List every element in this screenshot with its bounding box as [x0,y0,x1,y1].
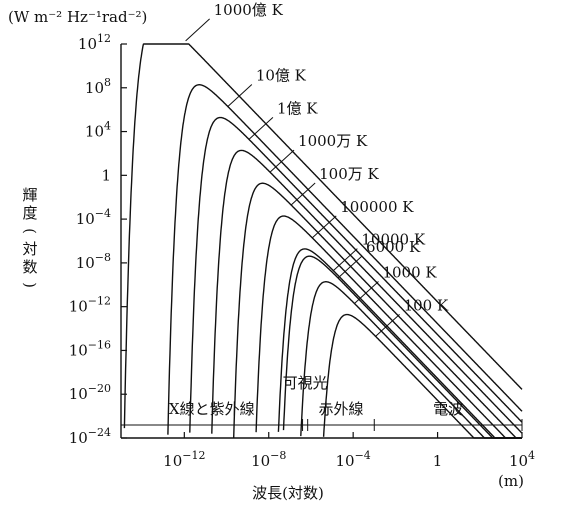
y-axis-title: 輝度 ( 対数) [21,186,39,288]
curve-leader [333,248,358,272]
curve-5 [255,215,522,439]
y-unit-label: (W m⁻² Hz⁻¹rad⁻²) [8,8,147,26]
curves [123,43,523,439]
y-tick-label: 1 [101,166,111,184]
x-tick-label: 10−8 [251,449,286,470]
curve-9 [322,313,522,439]
y-tick-label: 104 [85,120,111,141]
curve-leader [185,18,210,42]
y-tick-label: 10−4 [76,207,111,228]
y-tick-label: 10−24 [69,426,111,447]
curve-leader [337,255,363,279]
curve-6 [277,248,522,439]
curve-label: 1000億 K [214,1,284,19]
curve-leader [248,116,274,140]
y-axis-title-char: 度 [22,204,37,222]
curve-leader [290,182,316,206]
x-tick-label: 10−4 [336,449,371,470]
y-tick-label: 10−20 [69,382,111,403]
y-tick-label: 10−8 [76,251,111,272]
y-tick-label: 10−16 [69,338,111,359]
x-axis-title: 波長(対数) [252,484,324,502]
x-tick-label: 104 [509,449,535,470]
curve-7 [282,255,522,439]
curve-4 [233,182,522,439]
curve-label: 1000万 K [298,132,368,150]
y-axis-title-char: ( [21,228,39,234]
x-tick-label: 1 [433,452,443,470]
curve-labels: 1000億 K 10億 K 1億 K 1000万 K 100万 K 100000 K 100… [185,1,449,337]
y-axis-title-char: 数 [22,258,37,276]
y-tick-label: 1012 [78,32,111,53]
band-label: 電波 [433,400,463,418]
y-axis-title-char: ) [21,282,39,288]
y-axis-title-char: 輝 [22,186,37,204]
curve-label: 1億 K [277,99,318,117]
x-ticks: 10−12 10−8 10−4 1 104 [163,432,535,470]
band-label: 可視光 [283,374,328,392]
curve-leader [311,215,337,239]
curve-leader [375,313,400,337]
y-axis-title-char: 対 [22,240,37,258]
plot-frame [120,44,522,439]
curve-1 [167,84,523,435]
curve-leader [354,281,379,304]
curve-leader [269,149,295,173]
y-ticks: 1012 108 104 1 10−4 10−8 10−12 10−16 10−20 10−24 [69,32,127,447]
curve-label: 100万 K [319,165,379,183]
curve-label: 1000 K [382,263,437,281]
curve-leader [227,84,253,107]
curve-3 [211,149,523,434]
curve-label: 100 K [404,296,449,314]
band-label: 赤外線 [318,400,363,418]
curve-0 [123,43,523,429]
curve-label: 10000 K [361,231,425,249]
x-unit-label: (m) [498,472,524,490]
y-tick-label: 108 [85,76,111,97]
curve-label: 100000 K [340,198,414,216]
curve-label: 10億 K [256,66,307,84]
x-tick-label: 10−12 [163,449,205,470]
curve-label: 6000 K [366,238,421,256]
y-tick-label: 10−12 [69,295,111,316]
